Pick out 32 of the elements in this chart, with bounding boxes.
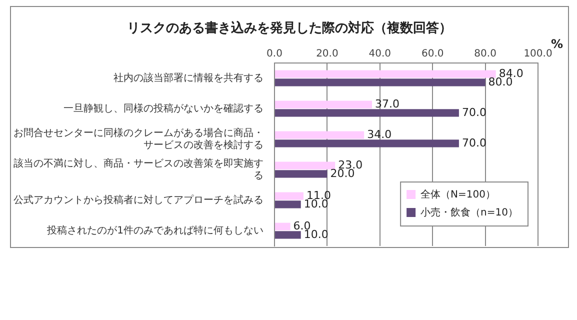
y-tick-label: 投稿されたのが1件のみであれば特に何もしない	[46, 224, 264, 236]
bar	[275, 231, 301, 239]
chart-title: リスクのある書き込みを発見した際の対応（複数回答）	[126, 20, 453, 37]
x-tick-label: 0.0	[266, 48, 282, 60]
y-tick-label: 一旦静観し、同様の投稿がないかを確認する	[64, 102, 264, 114]
bar	[275, 200, 301, 208]
x-tick-label: 40.0	[368, 48, 392, 60]
bar	[275, 78, 486, 86]
data-label: 70.0	[462, 136, 486, 150]
data-label: 70.0	[462, 106, 486, 119]
bar	[275, 192, 304, 200]
bar	[275, 109, 459, 117]
x-tick-label: 60.0	[421, 48, 444, 60]
bar	[275, 70, 496, 78]
data-label: 34.0	[367, 128, 392, 141]
y-tick-label: 社内の該当部署に情報を共有する	[114, 72, 264, 84]
bar	[275, 162, 336, 170]
bar	[275, 222, 290, 230]
bar	[275, 140, 459, 148]
bar	[275, 170, 328, 178]
legend-label: 全体（N=100）	[420, 188, 496, 201]
y-tick-label: 該当の不満に対し、商品・サービスの改善策を即実施する	[14, 157, 264, 182]
legend-label: 小売・飲食（n=10）	[420, 206, 518, 219]
x-tick-label: 20.0	[316, 48, 338, 60]
data-label: 37.0	[374, 97, 400, 110]
bar	[275, 100, 372, 108]
x-axis-title: %	[551, 37, 564, 51]
x-tick-label: 100.0	[524, 48, 552, 60]
bar	[275, 131, 364, 139]
y-tick-label: 公式アカウントから投稿者に対してアプローチを試みる	[14, 194, 264, 206]
x-tick-label: 80.0	[474, 48, 496, 60]
y-tick-label: お問合せセンターに同様のクレームがある場合に商品・サービスの改善を検討する	[14, 126, 264, 151]
